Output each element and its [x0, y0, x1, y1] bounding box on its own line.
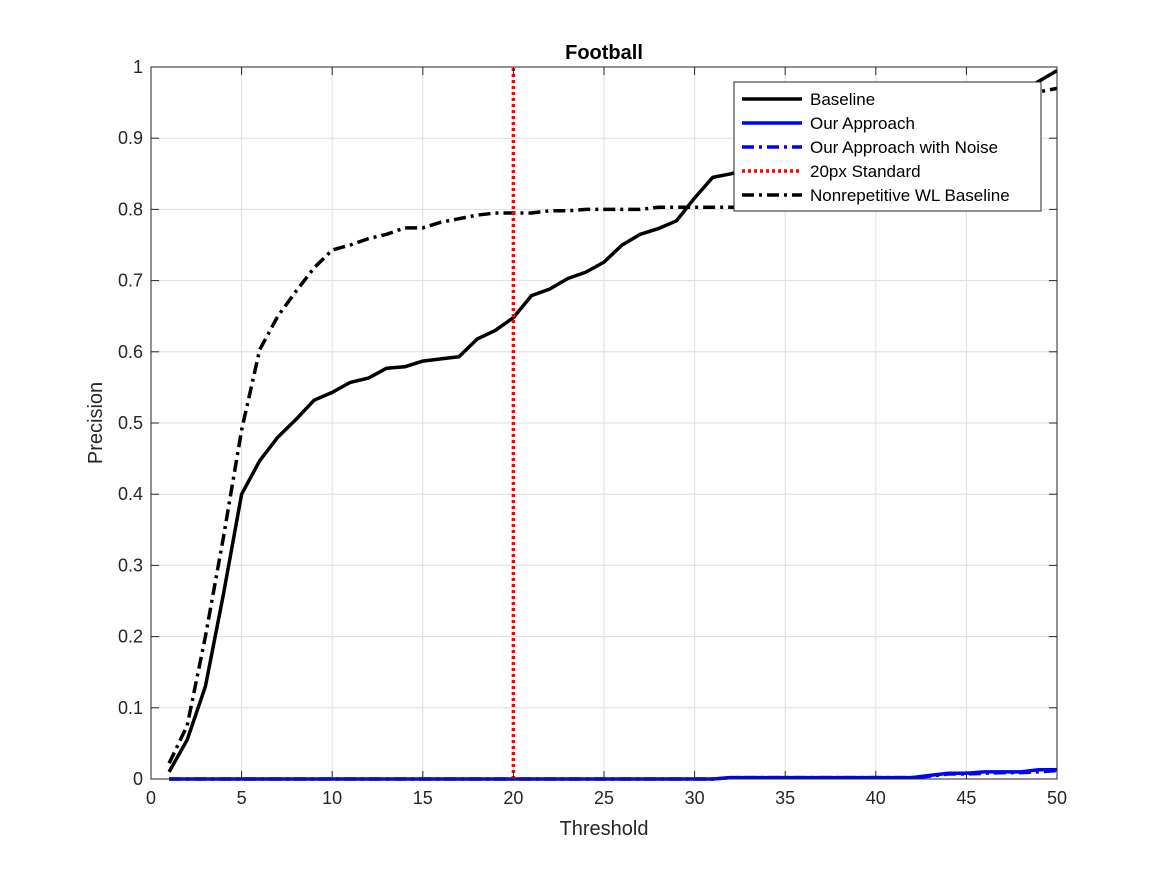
- x-tick-label: 25: [594, 788, 614, 808]
- y-tick-label: 0.8: [118, 199, 143, 219]
- x-tick-label: 40: [866, 788, 886, 808]
- x-tick-label: 45: [956, 788, 976, 808]
- y-tick-label: 0.1: [118, 698, 143, 718]
- y-tick-label: 0.5: [118, 413, 143, 433]
- legend-label: Baseline: [810, 90, 875, 109]
- x-tick-label: 5: [237, 788, 247, 808]
- legend: Baseline Our Approach Our Approach with No…: [733, 81, 1042, 212]
- legend-label: Nonrepetitive WL Baseline: [810, 186, 1010, 205]
- y-tick-label: 1: [133, 57, 143, 77]
- legend-label: 20px Standard: [810, 162, 921, 181]
- y-tick-label: 0.6: [118, 342, 143, 362]
- x-tick-label: 20: [503, 788, 523, 808]
- y-tick-label: 0.7: [118, 271, 143, 291]
- x-tick-label: 0: [146, 788, 156, 808]
- x-tick-label: 15: [413, 788, 433, 808]
- x-tick-label: 35: [775, 788, 795, 808]
- y-tick-label: 0.2: [118, 627, 143, 647]
- y-tick-label: 0.9: [118, 128, 143, 148]
- y-axis-label: Precision: [85, 382, 107, 464]
- y-tick-label: 0.4: [118, 484, 143, 504]
- y-tick-label: 0: [133, 769, 143, 789]
- y-tick-label: 0.3: [118, 555, 143, 575]
- x-tick-label: 30: [685, 788, 705, 808]
- x-tick-label: 10: [322, 788, 342, 808]
- axis-ticks: 0 5 10 15 20 25 30 35 40 45 50 0 0.1 0.2 0.3 0.4 0.5 0.6 0…: [118, 57, 1067, 808]
- x-axis-label: Threshold: [560, 818, 649, 840]
- x-tick-label: 50: [1047, 788, 1067, 808]
- legend-label: Our Approach: [810, 114, 915, 133]
- legend-label: Our Approach with Noise: [810, 138, 998, 157]
- chart-title: Football: [565, 42, 643, 64]
